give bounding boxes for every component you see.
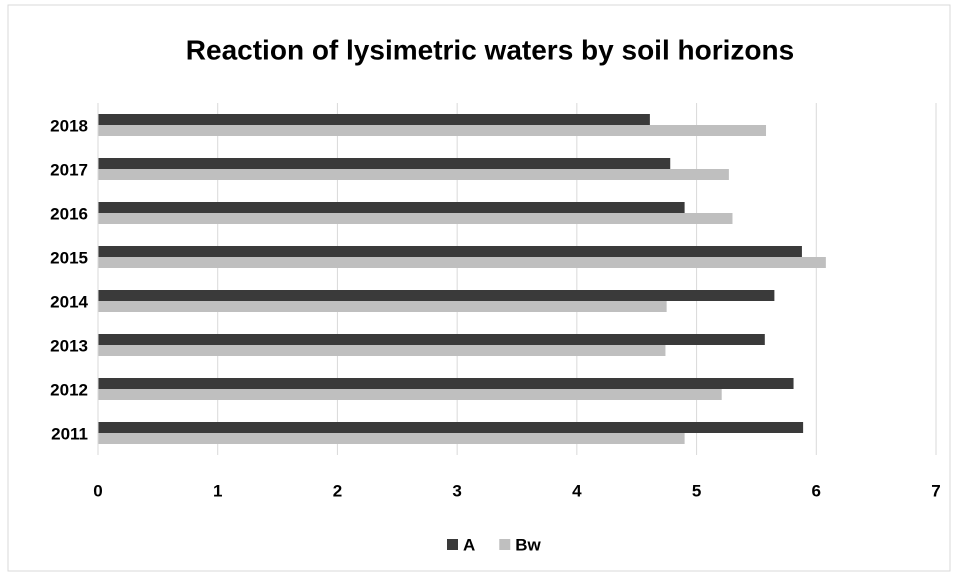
- legend-label: Bw: [515, 535, 541, 554]
- y-tick-label: 2013: [50, 336, 88, 355]
- bar: [98, 345, 666, 356]
- bar: [98, 389, 722, 400]
- y-tick-label: 2012: [50, 380, 88, 399]
- bar: [98, 422, 804, 433]
- bar: [98, 169, 729, 180]
- x-tick-label: 5: [692, 481, 701, 500]
- legend-swatch: [447, 539, 458, 550]
- y-tick-label: 2018: [50, 116, 88, 135]
- bar: [98, 433, 685, 444]
- bar: [98, 158, 671, 169]
- bar: [98, 114, 650, 125]
- x-tick-label: 1: [213, 481, 222, 500]
- bar: [98, 334, 765, 345]
- y-tick-label: 2015: [50, 248, 88, 267]
- x-tick-label: 7: [931, 481, 940, 500]
- bar: [98, 290, 775, 301]
- bar: [98, 213, 733, 224]
- x-tick-label: 6: [812, 481, 821, 500]
- x-tick-label: 2: [333, 481, 342, 500]
- bar: [98, 257, 826, 268]
- legend-label: A: [463, 535, 475, 554]
- x-tick-label: 3: [452, 481, 461, 500]
- chart-border: [7, 4, 951, 572]
- legend-swatch: [499, 539, 511, 550]
- bar: [98, 378, 794, 389]
- bar: [98, 246, 802, 257]
- bar: [98, 301, 667, 312]
- chart-title: Reaction of lysimetric waters by soil ho…: [186, 34, 794, 65]
- x-tick-label: 0: [93, 481, 102, 500]
- y-tick-label: 2011: [51, 424, 88, 443]
- bar: [98, 125, 767, 136]
- bar: [98, 202, 685, 213]
- x-tick-label: 4: [572, 481, 582, 500]
- y-tick-label: 2016: [50, 204, 88, 223]
- y-tick-label: 2014: [50, 292, 88, 311]
- y-tick-label: 2017: [50, 160, 88, 179]
